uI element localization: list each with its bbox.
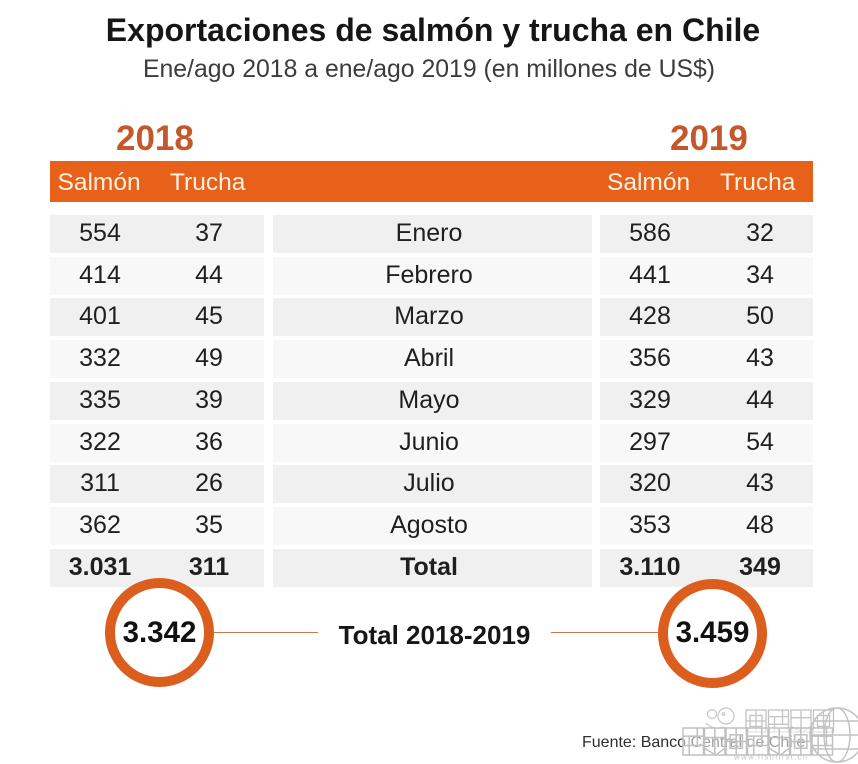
svg-text:www.fishfirst.cn: www.fishfirst.cn <box>733 753 808 762</box>
